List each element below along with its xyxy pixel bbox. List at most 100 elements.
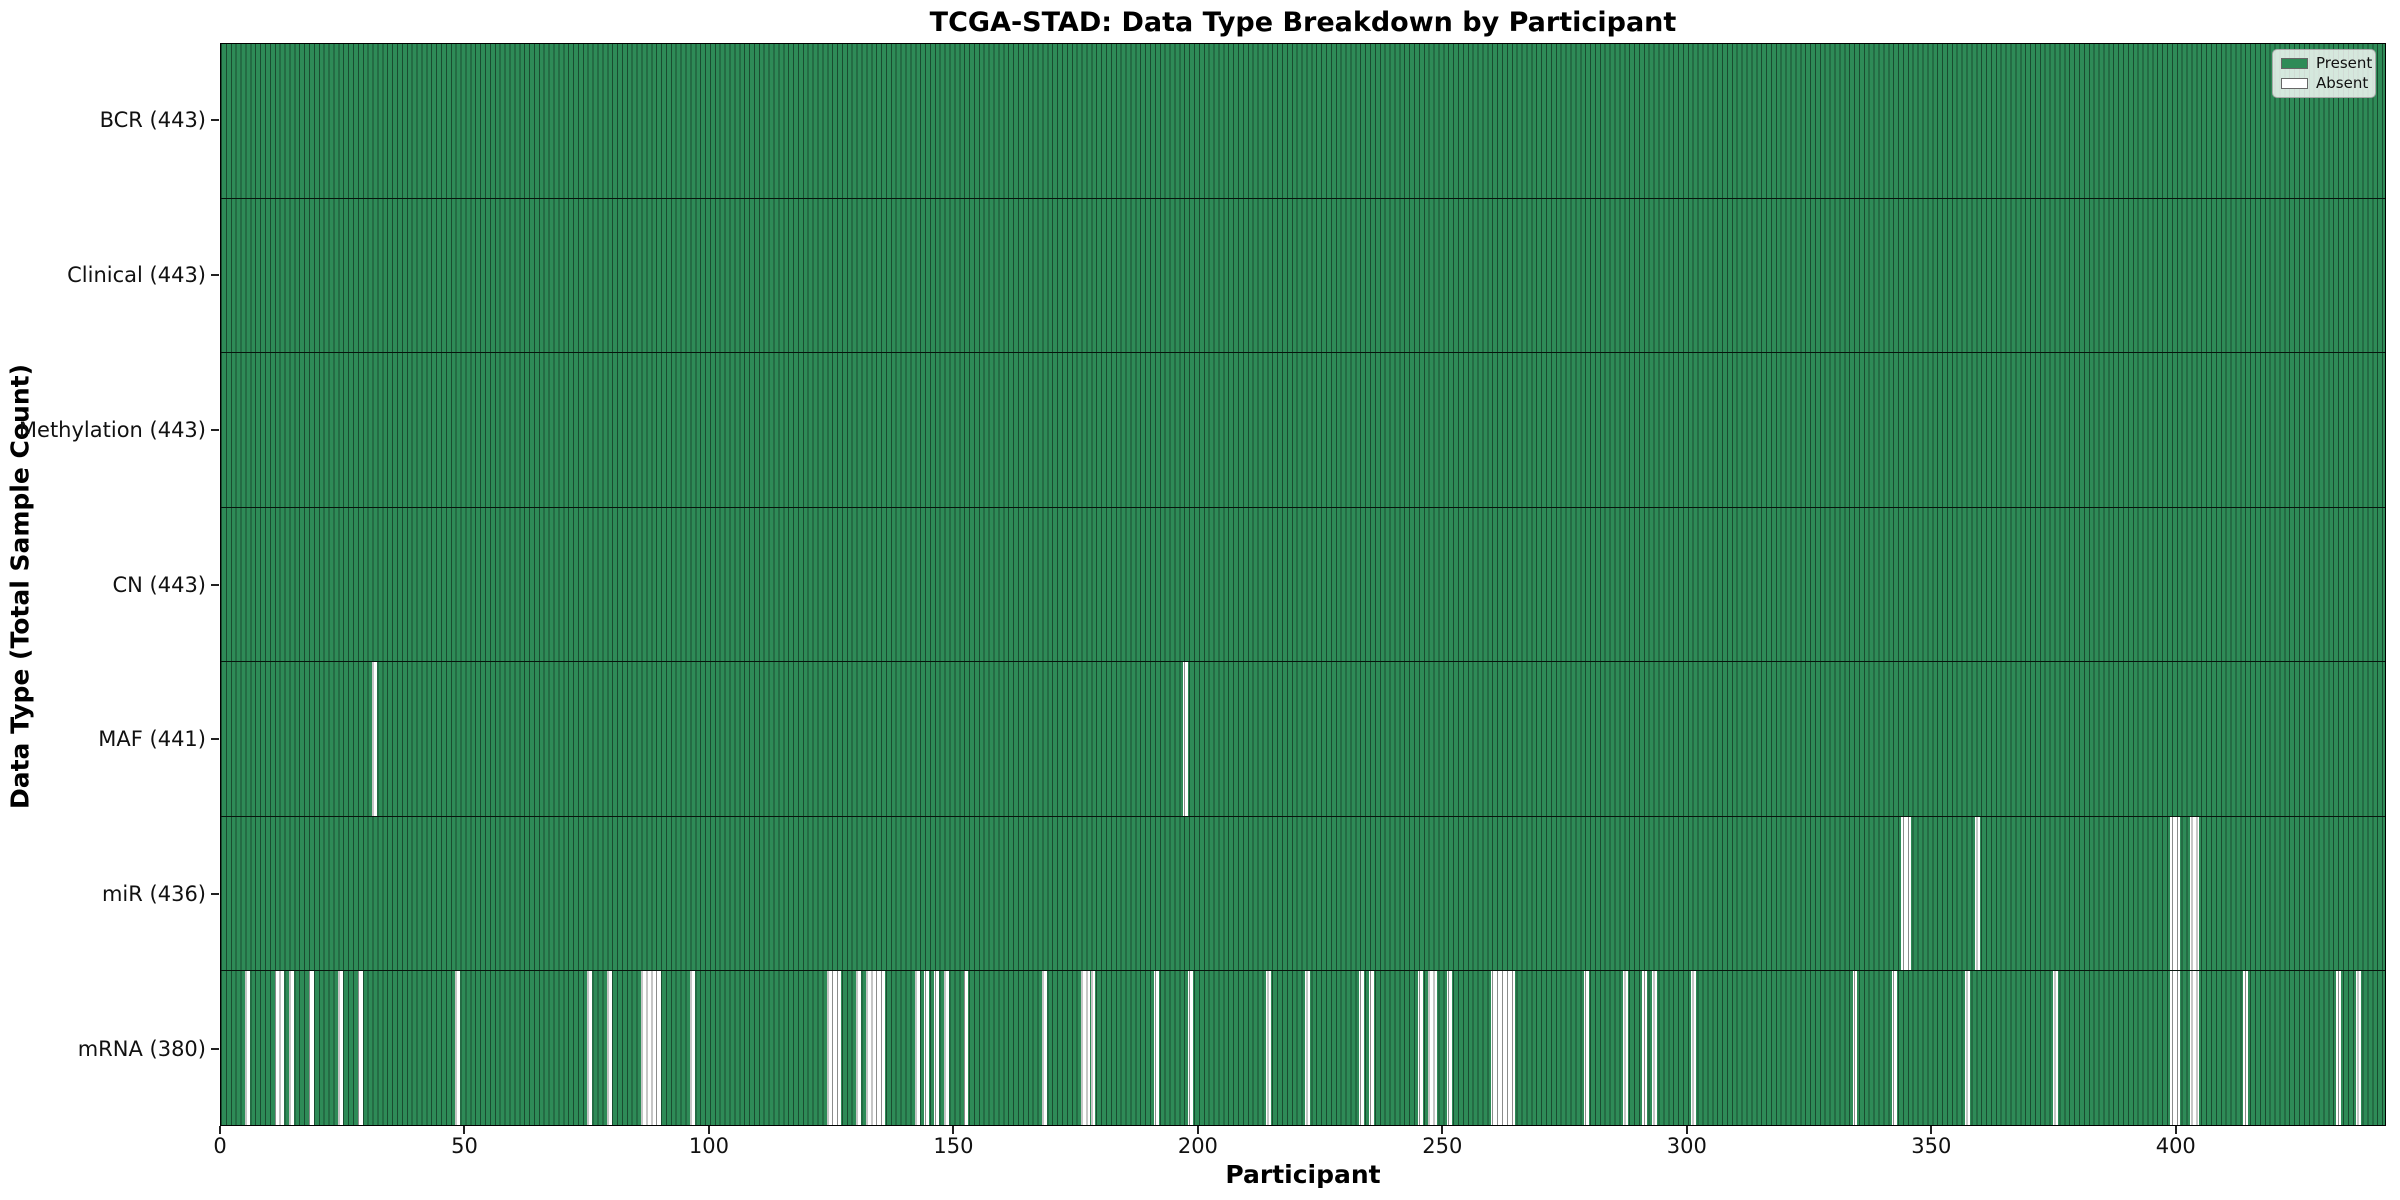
absent-bar <box>1852 971 1858 1126</box>
absent-bar <box>1691 971 1697 1126</box>
legend-label: Absent <box>2316 74 2369 92</box>
legend-item-absent: Absent <box>2281 74 2369 92</box>
legend: Present Absent <box>2272 49 2376 98</box>
absent-bar <box>2174 971 2180 1126</box>
legend-label: Present <box>2316 54 2373 72</box>
x-tick-mark <box>1930 1126 1933 1134</box>
absent-bar <box>274 971 280 1126</box>
absent-bar <box>2170 971 2175 1126</box>
absent-bar <box>1510 971 1516 1126</box>
legend-swatch-absent <box>2281 78 2308 89</box>
absent-bar <box>1417 971 1423 1126</box>
absent-bar <box>279 971 285 1126</box>
absent-bar <box>1891 971 1897 1126</box>
x-tick-mark <box>952 1126 955 1134</box>
x-tick-mark <box>219 1126 221 1134</box>
absent-bar <box>1266 971 1272 1126</box>
heatmap-row-mRNA <box>221 971 2385 1126</box>
absent-bar <box>934 971 940 1126</box>
absent-bar <box>875 971 881 1126</box>
absent-bar <box>865 971 871 1126</box>
x-tick-mark <box>2174 1126 2177 1134</box>
absent-bar <box>1359 971 1365 1126</box>
x-tick-label: 150 <box>933 1134 974 1158</box>
absent-bar <box>1447 971 1452 1126</box>
absent-bar <box>2189 971 2195 1126</box>
absent-bar <box>372 662 378 816</box>
absent-bar <box>455 971 461 1126</box>
absent-bar <box>2355 971 2361 1126</box>
absent-bar <box>943 971 949 1126</box>
absent-bar <box>2194 816 2200 971</box>
x-tick-mark <box>1685 1126 1688 1134</box>
legend-item-present: Present <box>2281 56 2372 71</box>
y-tick-label: miR (436) <box>101 881 206 906</box>
x-tick-label: 350 <box>1911 1134 1952 1158</box>
absent-bar <box>880 971 886 1126</box>
absent-bar <box>1085 971 1091 1126</box>
y-tick-label: Clinical (443) <box>67 263 206 288</box>
absent-bar <box>2052 971 2058 1126</box>
absent-bar <box>289 971 295 1126</box>
y-tick-label: BCR (443) <box>99 108 206 133</box>
x-tick-label: 50 <box>451 1134 478 1158</box>
absent-bar <box>587 971 593 1126</box>
heatmap-row-Clinical <box>221 198 2385 354</box>
absent-bar <box>1901 816 1907 971</box>
y-tick-label: mRNA (380) <box>77 1036 206 1061</box>
absent-bar <box>2170 816 2175 971</box>
y-tick-mark <box>211 738 219 741</box>
y-tick-label: MAF (441) <box>98 727 206 752</box>
absent-bar <box>1432 971 1438 1126</box>
x-tick-label: 200 <box>1177 1134 1218 1158</box>
absent-bar <box>1964 971 1970 1126</box>
heatmap-row-Methylation <box>221 353 2385 508</box>
absent-bar <box>2189 816 2195 971</box>
absent-bar <box>1495 971 1501 1126</box>
absent-bar <box>1368 971 1374 1126</box>
absent-bar <box>1500 971 1506 1126</box>
x-tick-label: 100 <box>688 1134 729 1158</box>
absent-bar <box>357 971 363 1126</box>
absent-bar <box>1583 971 1589 1126</box>
x-tick-label: 0 <box>213 1134 227 1158</box>
absent-bar <box>1041 971 1047 1126</box>
absent-bar <box>689 971 695 1126</box>
absent-bar <box>1090 971 1096 1126</box>
y-tick-label: CN (443) <box>112 572 206 597</box>
x-tick-label: 400 <box>2155 1134 2196 1158</box>
x-axis-label: Participant <box>1225 1160 1381 1189</box>
y-tick-mark <box>211 1047 219 1050</box>
absent-bar <box>1491 971 1496 1126</box>
absent-bar <box>924 971 930 1126</box>
absent-bar <box>2243 971 2249 1126</box>
heatmap-row-MAF <box>221 662 2385 817</box>
absent-bar <box>338 971 344 1126</box>
heatmap-row-miR <box>221 816 2385 972</box>
absent-bar <box>1505 971 1511 1126</box>
absent-bar <box>650 971 656 1126</box>
absent-bar <box>870 971 876 1126</box>
x-tick-mark <box>463 1126 466 1134</box>
x-tick-label: 250 <box>1422 1134 1463 1158</box>
absent-bar <box>308 971 314 1126</box>
y-tick-mark <box>211 119 219 122</box>
absent-bar <box>245 971 251 1126</box>
absent-bar <box>1906 816 1912 971</box>
x-tick-mark <box>707 1126 710 1134</box>
absent-bar <box>831 971 837 1126</box>
absent-bar <box>1622 971 1628 1126</box>
legend-swatch-present <box>2281 58 2308 69</box>
absent-bar <box>1427 971 1433 1126</box>
absent-bar <box>1642 971 1648 1126</box>
absent-bar <box>606 971 612 1126</box>
chart-title: TCGA-STAD: Data Type Breakdown by Partic… <box>929 7 1677 38</box>
absent-bar <box>655 971 661 1126</box>
y-tick-mark <box>211 428 219 431</box>
absent-bar <box>645 971 651 1126</box>
absent-bar <box>2336 971 2342 1126</box>
absent-bar <box>2194 971 2200 1126</box>
x-tick-label: 300 <box>1666 1134 1707 1158</box>
y-tick-mark <box>211 583 219 586</box>
